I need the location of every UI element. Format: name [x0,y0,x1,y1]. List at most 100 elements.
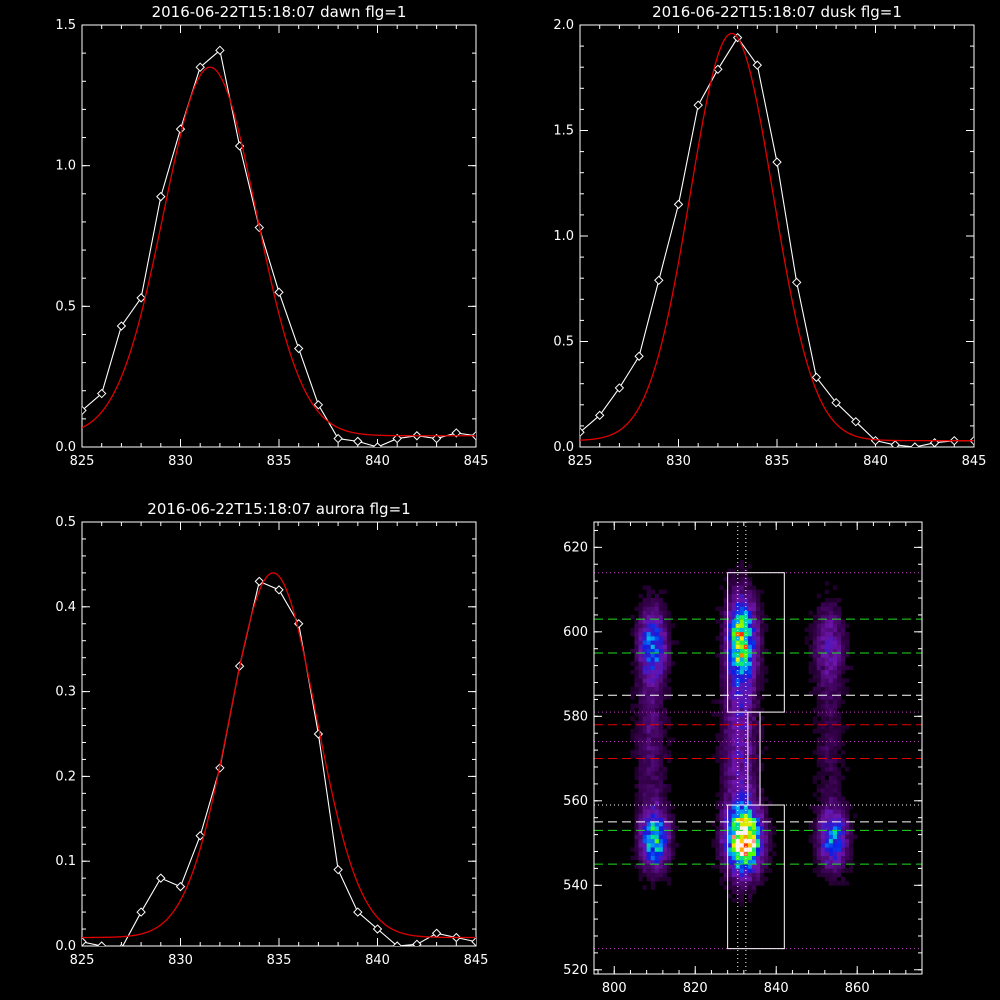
image-pixel [719,838,724,844]
image-pixel [638,623,643,628]
image-pixel [760,619,765,624]
image-pixel [634,826,639,831]
image-pixel [837,843,842,848]
image-pixel [756,729,761,734]
image-pixel [820,838,826,844]
image-pixel [747,699,753,704]
image-pixel [654,619,659,624]
image-pixel [751,830,757,835]
image-pixel [739,602,745,607]
image-pixel [650,631,655,637]
data-point-marker [372,442,383,447]
image-pixel [743,695,749,700]
image-pixel [743,576,749,582]
image-pixel [658,855,664,861]
image-pixel [743,653,749,658]
image-pixel [662,783,668,789]
image-pixel [828,821,834,827]
image-pixel [820,627,826,633]
image-pixel [638,767,643,772]
image-pixel [646,619,651,624]
image-pixel [638,847,643,852]
image-pixel [808,623,813,628]
image-pixel [642,653,647,658]
image-pixel [756,817,761,823]
image-pixel [642,796,647,802]
image-pixel [731,682,736,687]
image-pixel [658,695,664,700]
image-pixel [760,648,765,654]
image-pixel [662,859,668,865]
image-pixel [739,855,745,861]
image-pixel [719,876,724,882]
image-pixel [670,640,676,645]
image-pixel [756,699,761,704]
image-pixel [824,855,830,861]
image-pixel [723,682,728,687]
image-pixel [634,800,639,806]
image-pixel [739,619,745,624]
image-pixel [837,703,842,709]
image-pixel [731,669,736,675]
image-pixel [646,707,651,713]
image-pixel [715,800,720,806]
image-pixel [760,792,765,797]
image-pixel [824,644,830,649]
image-pixel [747,564,753,569]
image-pixel [743,855,749,861]
image-pixel [735,826,740,831]
image-pixel [731,707,736,713]
image-pixel [828,598,834,603]
image-pixel [756,855,761,861]
image-pixel [638,644,643,649]
image-pixel [646,851,651,856]
image-pixel [832,745,838,751]
image-pixel [735,881,740,886]
image-pixel [658,859,664,865]
image-pixel [646,716,651,721]
x-tick-label: 830 [666,454,691,469]
image-pixel [743,805,749,810]
image-pixel [824,653,830,658]
image-pixel [816,636,821,641]
image-pixel [642,792,647,797]
image-pixel [828,657,834,662]
image-pixel [727,623,732,628]
data-point-marker [96,941,107,946]
image-pixel [751,644,757,649]
image-pixel [764,876,769,882]
image-pixel [646,729,651,734]
image-pixel [735,598,740,603]
image-pixel [756,792,761,797]
image-pixel [662,657,668,662]
image-pixel [634,809,639,814]
image-pixel [816,805,821,810]
image-pixel [662,614,668,620]
image-pixel [723,665,728,671]
image-pixel [812,838,817,844]
image-pixel [768,855,773,861]
image-pixel [751,737,757,742]
image-pixel [828,669,834,675]
image-pixel [853,834,858,840]
image-pixel [832,779,838,785]
image-pixel [751,610,757,616]
image-pixel [638,758,643,764]
image-pixel [760,876,765,882]
image-pixel [751,682,757,687]
image-pixel [670,623,676,628]
image-pixel [666,881,672,886]
image-pixel [845,767,850,772]
image-pixel [731,813,736,818]
image-pixel [760,864,765,869]
image-pixel [824,699,830,704]
image-pixel [743,581,749,586]
image-pixel [837,771,842,776]
image-pixel [760,750,765,755]
image-pixel [638,653,643,658]
image-pixel [735,627,740,633]
image-pixel [739,657,745,662]
image-pixel [654,733,659,738]
image-pixel [816,606,821,611]
image-pixel [634,703,639,709]
